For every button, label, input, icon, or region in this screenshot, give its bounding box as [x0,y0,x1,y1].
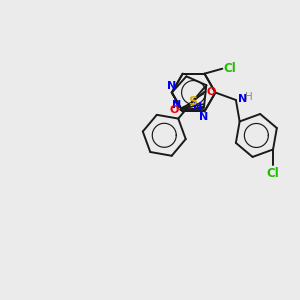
Text: N: N [167,81,176,91]
Text: H: H [245,92,253,102]
Text: N: N [193,102,202,112]
Text: N: N [238,94,247,104]
Text: O: O [169,105,178,115]
Text: N: N [172,100,182,110]
Text: Cl: Cl [267,167,279,180]
Text: N: N [199,112,208,122]
Text: S: S [188,95,197,108]
Text: O: O [206,87,215,97]
Text: Cl: Cl [223,62,236,75]
